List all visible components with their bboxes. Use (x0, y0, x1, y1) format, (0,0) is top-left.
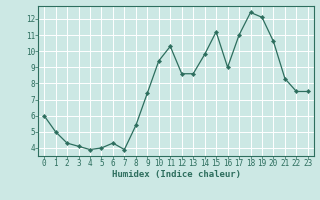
X-axis label: Humidex (Indice chaleur): Humidex (Indice chaleur) (111, 170, 241, 179)
